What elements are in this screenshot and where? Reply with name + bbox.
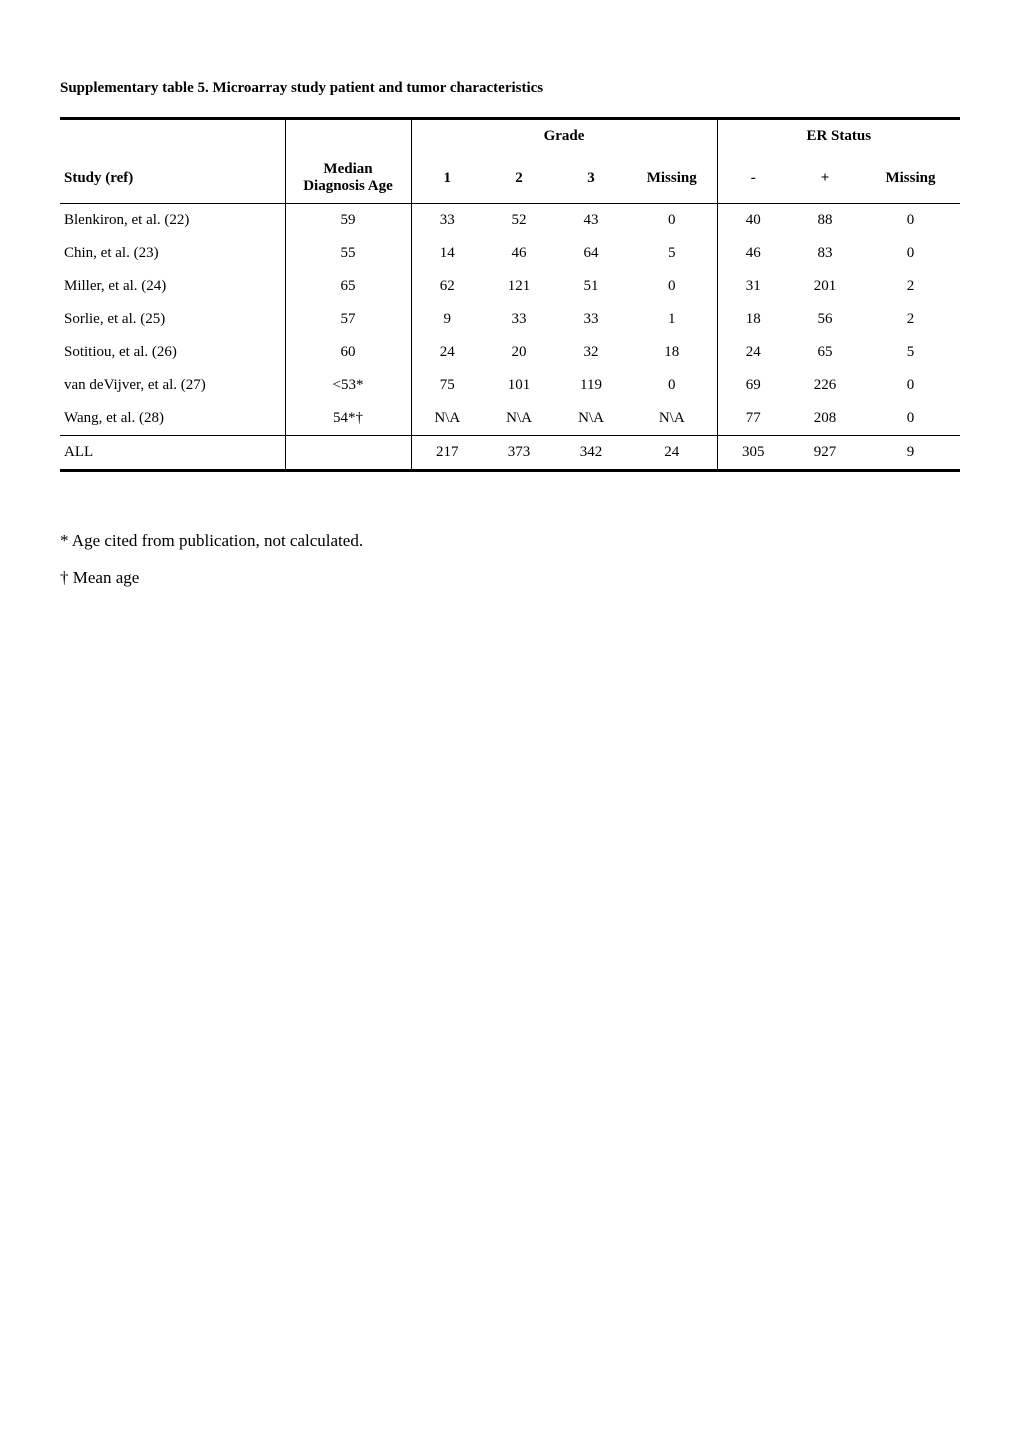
table-cell: 208	[789, 402, 861, 436]
table-cell: 83	[789, 237, 861, 270]
table-cell: N\A	[483, 402, 555, 436]
table-cell: 927	[789, 436, 861, 471]
table-cell: 65	[285, 270, 411, 303]
table-cell: 373	[483, 436, 555, 471]
col-median-age: Median Diagnosis Age	[285, 153, 411, 204]
table-cell: 33	[483, 303, 555, 336]
table-cell: 52	[483, 204, 555, 238]
table-row: ALL 217373342243059279	[60, 436, 960, 471]
table-cell: 1	[627, 303, 717, 336]
table-row: Chin, et al. (23)55144664546830	[60, 237, 960, 270]
table-cell: 2	[861, 303, 960, 336]
col-grade-3: 3	[555, 153, 627, 204]
table-cell: ALL	[60, 436, 285, 471]
table-cell: 2	[861, 270, 960, 303]
table-cell: 24	[627, 436, 717, 471]
col-grade-missing: Missing	[627, 153, 717, 204]
table-cell: N\A	[627, 402, 717, 436]
table-cell: 40	[717, 204, 789, 238]
table-cell: 24	[717, 336, 789, 369]
table-cell: 57	[285, 303, 411, 336]
column-header-row: Study (ref) Median Diagnosis Age 1 2 3 M…	[60, 153, 960, 204]
table-cell: 18	[717, 303, 789, 336]
table-cell: 56	[789, 303, 861, 336]
table-cell	[285, 436, 411, 471]
table-cell: N\A	[411, 402, 483, 436]
table-cell: Sotitiou, et al. (26)	[60, 336, 285, 369]
table-cell: 24	[411, 336, 483, 369]
table-cell: Sorlie, et al. (25)	[60, 303, 285, 336]
table-cell: 14	[411, 237, 483, 270]
table-cell: van deVijver, et al. (27)	[60, 369, 285, 402]
table-cell: 5	[861, 336, 960, 369]
table-cell: 60	[285, 336, 411, 369]
table-cell: 32	[555, 336, 627, 369]
table-cell: 46	[717, 237, 789, 270]
table-cell: 54*†	[285, 402, 411, 436]
table-cell: 217	[411, 436, 483, 471]
table-cell: N\A	[555, 402, 627, 436]
table-cell: 9	[861, 436, 960, 471]
col-grade-2: 2	[483, 153, 555, 204]
table-cell: 64	[555, 237, 627, 270]
table-cell: 43	[555, 204, 627, 238]
table-cell: 55	[285, 237, 411, 270]
table-cell: 46	[483, 237, 555, 270]
table-row: Wang, et al. (28)54*†N\AN\AN\AN\A772080	[60, 402, 960, 436]
footnotes: * Age cited from publication, not calcul…	[60, 522, 960, 597]
table-cell: Blenkiron, et al. (22)	[60, 204, 285, 238]
table-cell: 121	[483, 270, 555, 303]
table-cell: 0	[861, 237, 960, 270]
table-cell: 0	[627, 270, 717, 303]
table-cell: 51	[555, 270, 627, 303]
table-cell: 0	[861, 369, 960, 402]
table-cell: 201	[789, 270, 861, 303]
table-cell: 88	[789, 204, 861, 238]
table-cell: 20	[483, 336, 555, 369]
table-cell: 0	[861, 402, 960, 436]
table-cell: 0	[627, 204, 717, 238]
table-cell: 33	[555, 303, 627, 336]
col-er-pos: +	[789, 153, 861, 204]
table-cell: 33	[411, 204, 483, 238]
table-cell: <53*	[285, 369, 411, 402]
table-cell: 5	[627, 237, 717, 270]
col-grade-1: 1	[411, 153, 483, 204]
table-cell: 31	[717, 270, 789, 303]
table-cell: 101	[483, 369, 555, 402]
table-row: van deVijver, et al. (27)<53*75101119069…	[60, 369, 960, 402]
table-row: Miller, et al. (24)6562121510312012	[60, 270, 960, 303]
table-cell: 119	[555, 369, 627, 402]
table-row: Sotitiou, et al. (26)602420321824655	[60, 336, 960, 369]
table-cell: 305	[717, 436, 789, 471]
table-cell: 0	[627, 369, 717, 402]
table-cell: 59	[285, 204, 411, 238]
er-status-group-header: ER Status	[717, 119, 960, 154]
table-cell: 69	[717, 369, 789, 402]
table-cell: 0	[861, 204, 960, 238]
grade-group-header: Grade	[411, 119, 717, 154]
table-cell: 75	[411, 369, 483, 402]
table-caption: Supplementary table 5. Microarray study …	[60, 80, 960, 97]
table-cell: 77	[717, 402, 789, 436]
col-study: Study (ref)	[60, 153, 285, 204]
footnote-mean: † Mean age	[60, 559, 960, 596]
col-er-missing: Missing	[861, 153, 960, 204]
table-cell: 62	[411, 270, 483, 303]
table-cell: Chin, et al. (23)	[60, 237, 285, 270]
table-cell: 65	[789, 336, 861, 369]
col-er-neg: -	[717, 153, 789, 204]
characteristics-table: Grade ER Status Study (ref) Median Diagn…	[60, 117, 960, 472]
group-header-row: Grade ER Status	[60, 119, 960, 154]
table-body: Blenkiron, et al. (22)59335243040880Chin…	[60, 204, 960, 471]
footnote-age: * Age cited from publication, not calcul…	[60, 522, 960, 559]
table-cell: 18	[627, 336, 717, 369]
table-cell: Miller, et al. (24)	[60, 270, 285, 303]
table-cell: 226	[789, 369, 861, 402]
table-row: Sorlie, et al. (25)5793333118562	[60, 303, 960, 336]
table-cell: 9	[411, 303, 483, 336]
table-cell: 342	[555, 436, 627, 471]
table-cell: Wang, et al. (28)	[60, 402, 285, 436]
table-row: Blenkiron, et al. (22)59335243040880	[60, 204, 960, 238]
